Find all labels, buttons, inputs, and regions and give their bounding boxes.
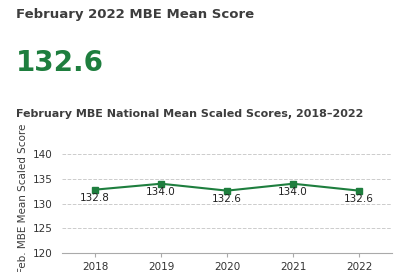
Text: February MBE National Mean Scaled Scores, 2018–2022: February MBE National Mean Scaled Scores… [16, 109, 363, 119]
Text: February 2022 MBE Mean Score: February 2022 MBE Mean Score [16, 8, 254, 21]
Text: 134.0: 134.0 [146, 187, 176, 197]
Text: 132.6: 132.6 [344, 194, 374, 204]
Y-axis label: Feb. MBE Mean Scaled Score: Feb. MBE Mean Scaled Score [18, 124, 28, 272]
Text: 132.8: 132.8 [80, 193, 110, 203]
Text: 132.6: 132.6 [212, 194, 242, 204]
Text: 134.0: 134.0 [278, 187, 308, 197]
Text: 132.6: 132.6 [16, 49, 104, 77]
